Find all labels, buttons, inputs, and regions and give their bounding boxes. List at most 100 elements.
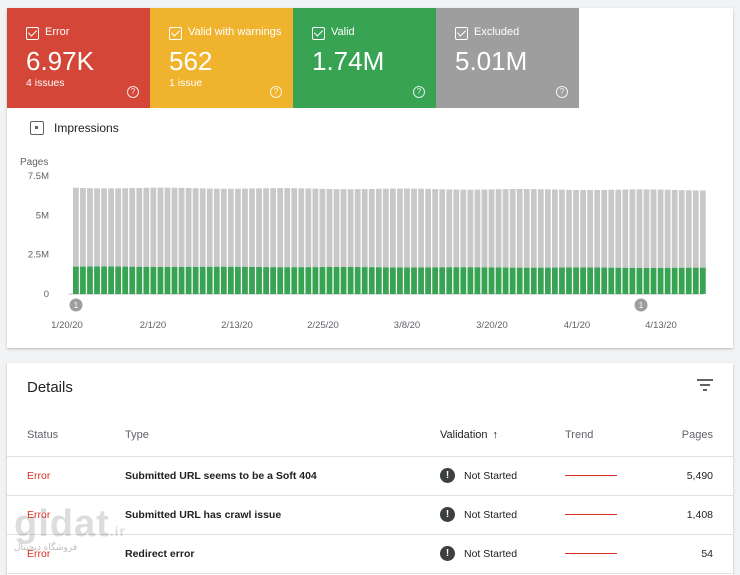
header-validation[interactable]: Validation ↑: [440, 415, 565, 457]
bar-valid: [671, 267, 678, 294]
bar-excluded: [319, 188, 326, 268]
bar-valid: [206, 266, 213, 294]
bar-valid: [242, 266, 248, 294]
bar-excluded: [143, 187, 150, 267]
bar-valid: [495, 267, 502, 294]
bar-valid: [185, 266, 192, 294]
bar-excluded: [291, 188, 298, 268]
details-table: Status Type Validation ↑ Trend Pages Erro…: [7, 415, 733, 574]
bar-excluded: [608, 189, 615, 268]
bar-excluded: [73, 187, 79, 267]
row-validation: Not Started: [464, 547, 518, 560]
bar-valid: [453, 267, 460, 294]
bar-excluded: [453, 189, 460, 268]
checkbox-icon[interactable]: [312, 27, 325, 40]
tile-excluded[interactable]: Excluded 5.01M ?: [436, 8, 579, 108]
tile-valid-with-warnings[interactable]: Valid with warnings 562 1 issue ?: [150, 8, 293, 108]
impressions-toggle[interactable]: Impressions: [20, 121, 119, 135]
checkbox-icon[interactable]: [26, 27, 39, 40]
bar-valid: [235, 266, 241, 294]
bar-excluded: [650, 189, 657, 268]
bar-valid: [685, 267, 692, 294]
checkbox-icon[interactable]: [455, 27, 468, 40]
y-tick-label: 5M: [36, 210, 49, 221]
x-tick-label: 4/13/20: [645, 320, 677, 331]
bar-valid: [143, 266, 150, 294]
bar-excluded: [164, 187, 171, 267]
bar-valid: [164, 266, 171, 294]
y-axis-label: Pages: [20, 157, 48, 168]
checkbox-icon[interactable]: [30, 121, 44, 135]
bar-valid: [340, 266, 347, 294]
header-pages[interactable]: Pages: [675, 415, 733, 457]
bar-excluded: [390, 188, 396, 268]
bar-excluded: [573, 189, 579, 268]
header-type[interactable]: Type: [125, 415, 440, 457]
bar-valid: [298, 267, 305, 294]
bar-valid: [657, 267, 664, 294]
bar-valid: [587, 267, 594, 294]
x-tick-label: 1/20/20: [51, 320, 83, 331]
bar-excluded: [530, 189, 537, 268]
x-tick-label: 2/13/20: [221, 320, 253, 331]
bar-excluded: [418, 188, 424, 268]
bar-excluded: [235, 188, 241, 267]
watermark-text: فروشگاه دیجیتال: [14, 542, 78, 552]
bar-excluded: [601, 189, 608, 268]
help-icon[interactable]: ?: [413, 86, 425, 98]
row-validation: Not Started: [464, 469, 518, 482]
filter-icon[interactable]: [697, 378, 713, 392]
bar-valid: [178, 266, 185, 294]
tile-label: Valid: [331, 26, 355, 38]
bar-valid: [481, 267, 488, 294]
bar-valid: [270, 267, 277, 294]
bar-valid: [446, 267, 453, 294]
bar-excluded: [537, 189, 544, 268]
tile-value: 5.01M: [455, 46, 528, 76]
watermark-tld: .ir: [109, 523, 127, 539]
header-status[interactable]: Status: [7, 415, 125, 457]
bar-valid: [622, 267, 629, 294]
bar-excluded: [404, 188, 410, 268]
tile-valid[interactable]: Valid 1.74M ?: [293, 8, 436, 108]
bar-valid: [439, 267, 446, 294]
table-row[interactable]: Error Submitted URL has crawl issue ! Not…: [7, 495, 733, 535]
bar-valid: [227, 266, 234, 294]
bar-excluded: [678, 190, 685, 268]
bar-valid: [277, 267, 284, 294]
header-validation-label: Validation: [440, 429, 488, 442]
bar-excluded: [108, 188, 114, 267]
bar-valid: [509, 267, 516, 294]
bar-valid: [404, 267, 410, 294]
bar-excluded: [270, 188, 277, 268]
bar-excluded: [488, 189, 495, 268]
trend-sparkline: [565, 553, 617, 555]
bar-valid: [319, 267, 326, 294]
bar-valid: [115, 266, 122, 294]
help-icon[interactable]: ?: [127, 86, 139, 98]
bar-excluded: [136, 187, 143, 267]
help-icon[interactable]: ?: [270, 86, 282, 98]
row-type: Redirect error: [125, 534, 440, 574]
bar-valid: [573, 267, 579, 294]
bar-excluded: [664, 189, 671, 268]
checkbox-icon[interactable]: [169, 27, 182, 40]
bar-excluded: [397, 188, 403, 268]
bar-valid: [460, 267, 467, 294]
tile-label: Valid with warnings: [188, 26, 282, 38]
bar-valid: [150, 266, 157, 294]
bar-valid: [157, 266, 164, 294]
annotation-label: 1: [639, 301, 644, 310]
bar-excluded: [685, 190, 692, 268]
bar-valid: [361, 267, 368, 294]
bar-valid: [213, 266, 220, 294]
help-icon[interactable]: ?: [556, 86, 568, 98]
table-row[interactable]: Error Redirect error ! Not Started 54: [7, 534, 733, 574]
tile-error[interactable]: Error 6.97K 4 issues ?: [7, 8, 150, 108]
row-pages: 54: [675, 534, 733, 574]
row-status: Error: [7, 534, 125, 574]
table-row[interactable]: Error Submitted URL seems to be a Soft 4…: [7, 456, 733, 496]
x-tick-label: 3/8/20: [394, 320, 420, 331]
bar-valid: [136, 266, 143, 294]
bar-excluded: [692, 190, 699, 268]
